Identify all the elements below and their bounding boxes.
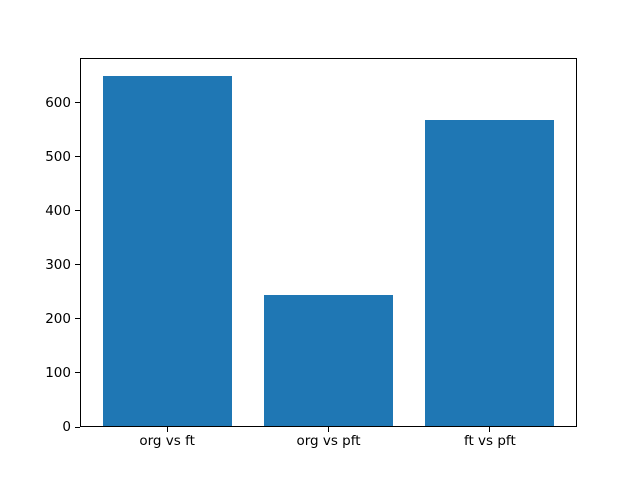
x-tick-label: org vs ft bbox=[139, 433, 195, 449]
y-tick-label: 500 bbox=[45, 148, 71, 165]
y-tick-label: 0 bbox=[62, 419, 71, 435]
y-tick-mark bbox=[75, 156, 80, 158]
y-tick-mark bbox=[75, 372, 80, 374]
x-tick-label: org vs pft bbox=[296, 433, 361, 449]
bar bbox=[102, 75, 232, 427]
bar bbox=[263, 294, 394, 427]
y-tick-label: 200 bbox=[45, 310, 71, 327]
bar bbox=[425, 120, 555, 427]
y-tick-label: 100 bbox=[45, 364, 71, 381]
y-tick-mark bbox=[75, 426, 80, 428]
y-tick-mark bbox=[75, 102, 80, 104]
y-tick-mark bbox=[75, 210, 80, 212]
x-tick-mark bbox=[166, 427, 168, 432]
x-tick-mark bbox=[328, 427, 329, 432]
x-tick-label: ft vs pft bbox=[463, 433, 516, 449]
y-tick-label: 400 bbox=[45, 202, 71, 219]
x-tick-mark bbox=[489, 427, 491, 432]
y-tick-label: 300 bbox=[45, 256, 71, 273]
y-tick-mark bbox=[75, 318, 80, 320]
y-tick-label: 600 bbox=[45, 94, 71, 111]
y-tick-mark bbox=[75, 264, 80, 266]
